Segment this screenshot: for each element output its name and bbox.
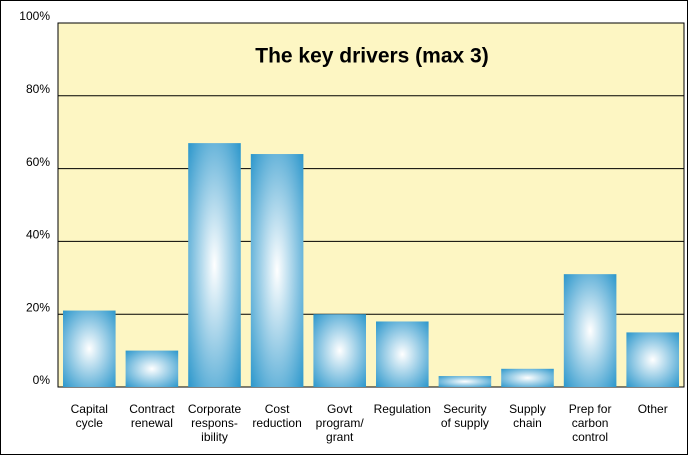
bar: [438, 376, 492, 387]
x-tick-label-line: Prep for: [569, 402, 612, 416]
y-tick-label: 100%: [19, 9, 50, 23]
x-tick-label: Security of supply: [441, 402, 489, 430]
bar: [313, 314, 366, 387]
x-tick-label: Other: [638, 402, 668, 416]
x-tick-label-line: Capital: [71, 402, 108, 416]
y-tick-label: 0%: [33, 373, 51, 387]
chart-title: The key drivers (max 3): [255, 45, 488, 68]
x-tick-label: Supply chain: [509, 402, 546, 430]
y-tick-label: 40%: [26, 228, 50, 242]
x-tick-label-line: grant: [326, 430, 354, 444]
x-tick-label: Prep for carbon control: [569, 402, 612, 444]
x-tick-label-line: Contract: [129, 402, 175, 416]
x-tick-label-line: ibility: [201, 430, 228, 444]
x-tick-label-line: Regulation: [374, 402, 431, 416]
x-tick-label-line: chain: [513, 416, 542, 430]
bar: [376, 321, 429, 387]
x-tick-label-line: Corporate: [188, 402, 242, 416]
x-tick-label-line: renewal: [131, 416, 173, 430]
x-tick-label: Govt program/grant: [316, 402, 365, 444]
y-tick-label: 20%: [26, 300, 50, 314]
x-tick-label: Corporate respons-ibility: [188, 402, 242, 444]
x-tick-label-line: cycle: [76, 416, 104, 430]
bar: [250, 154, 304, 387]
x-tick-label-line: of supply: [441, 416, 489, 430]
bar: [125, 350, 179, 387]
bar: [563, 274, 617, 387]
x-tick-label-line: respons-: [191, 416, 238, 430]
x-tick-label-line: reduction: [252, 416, 301, 430]
x-tick-label: Capital cycle: [71, 402, 108, 430]
x-tick-label-line: Security: [443, 402, 486, 416]
x-tick-label-line: control: [572, 430, 608, 444]
x-tick-label-line: carbon: [572, 416, 609, 430]
bar: [501, 368, 554, 387]
x-tick-label: Cost reduction: [252, 402, 301, 430]
x-tick-label-line: Govt: [327, 402, 353, 416]
x-tick-label-line: Cost: [265, 402, 290, 416]
y-tick-label: 60%: [26, 155, 50, 169]
bar: [626, 332, 679, 387]
bar: [188, 143, 241, 387]
x-tick-label: Regulation: [374, 402, 431, 416]
x-tick-label-line: Supply: [509, 402, 546, 416]
y-tick-label: 80%: [26, 82, 50, 96]
x-tick-label-line: program/: [316, 416, 365, 430]
x-tick-label: Contract renewal: [129, 402, 175, 430]
x-tick-label-line: Other: [638, 402, 668, 416]
bar: [63, 310, 116, 387]
